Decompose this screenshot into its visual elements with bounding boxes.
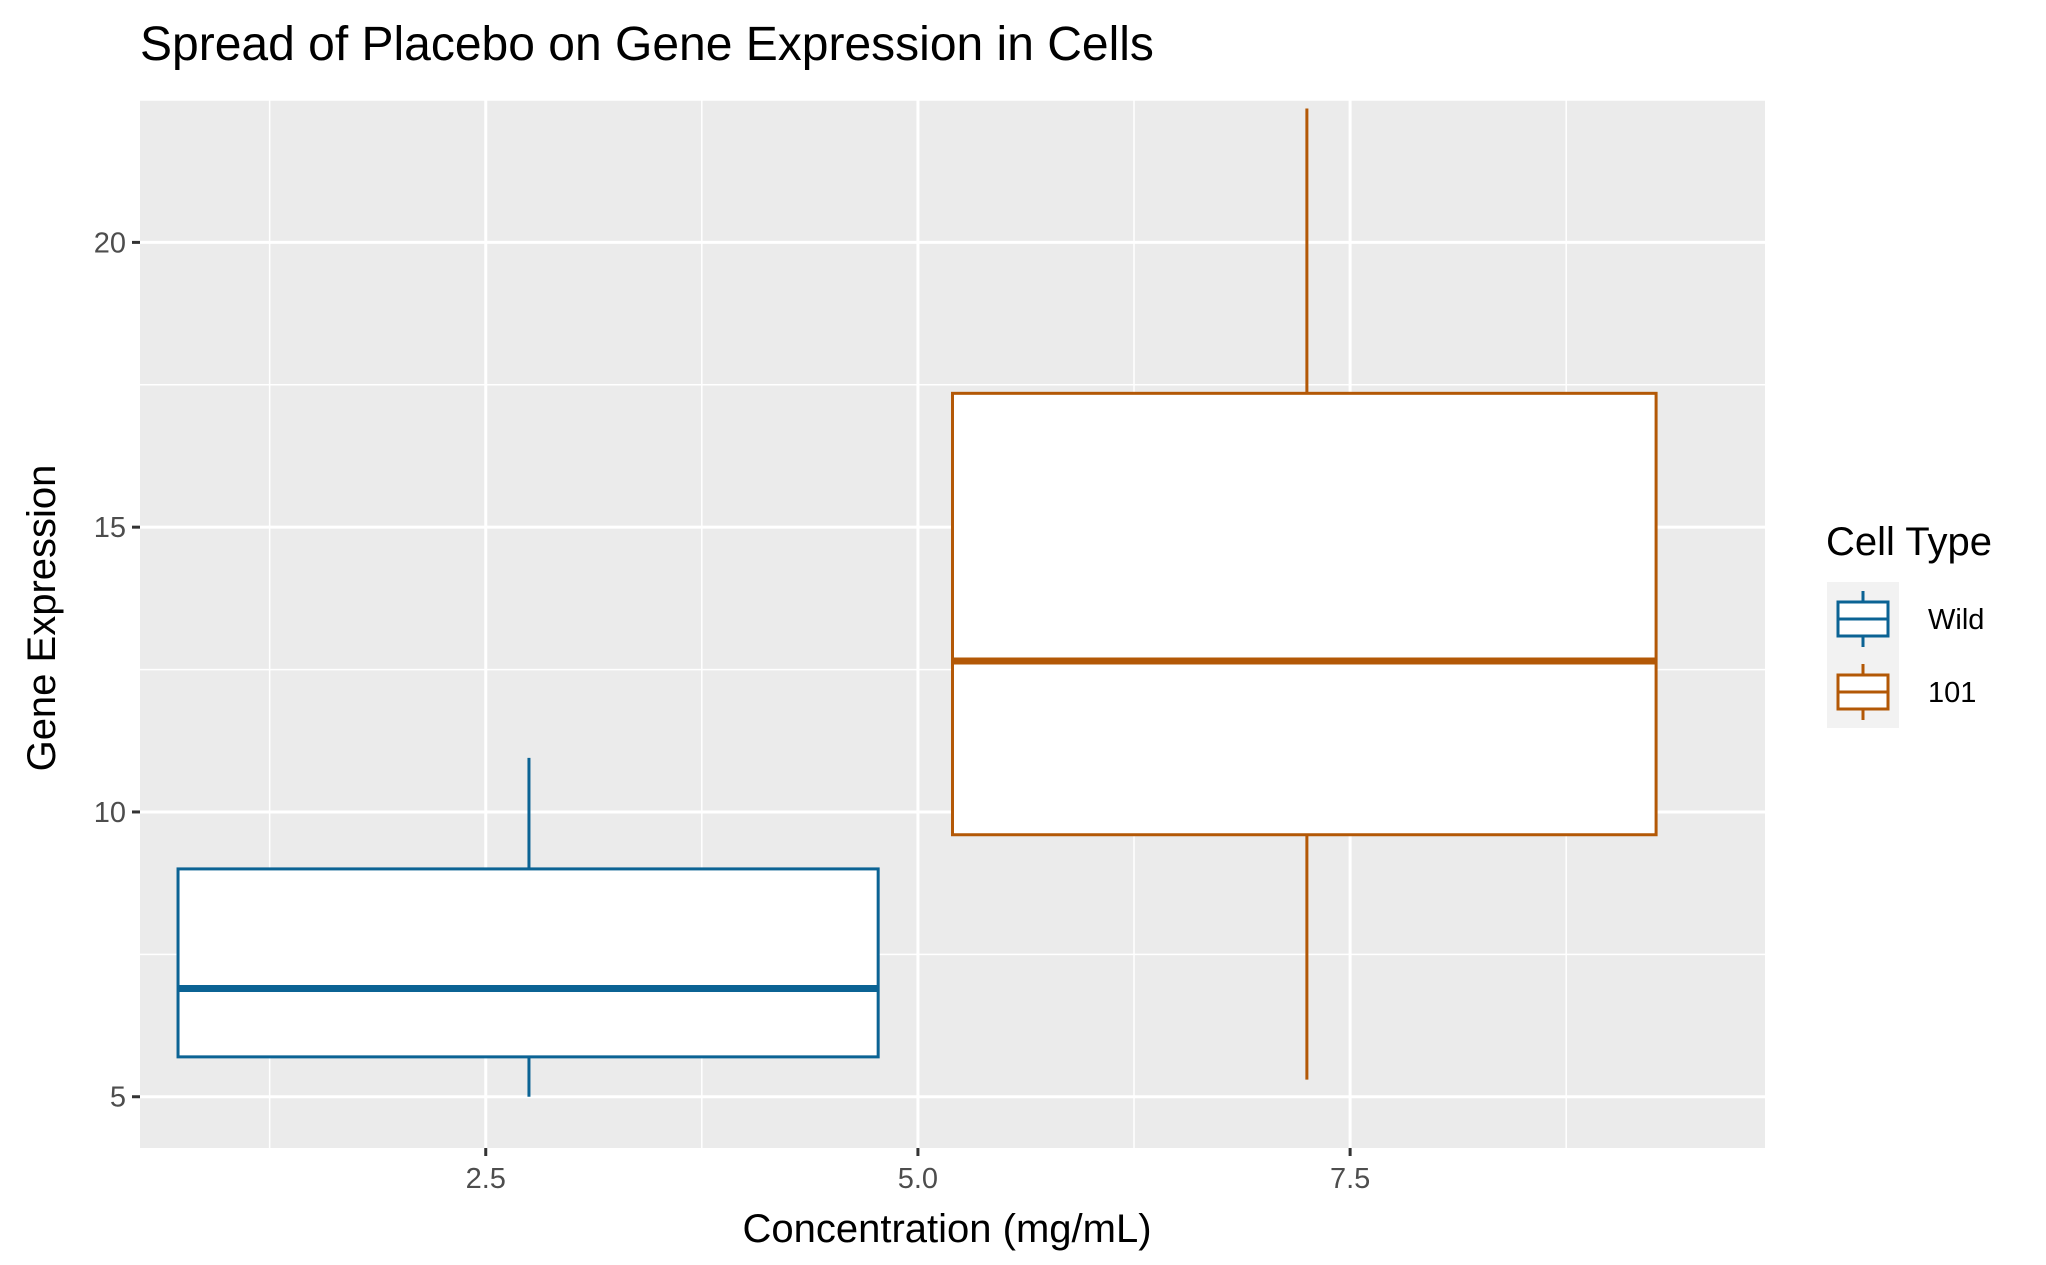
legend-title: Cell Type (1826, 520, 1992, 564)
box-wild (176, 757, 880, 1097)
legend: Cell Type Wild 101 (1826, 520, 1992, 728)
x-tick-label: 2.5 (466, 1163, 506, 1195)
box-series (176, 108, 1658, 1097)
y-axis: 5 10 15 20 (94, 227, 140, 1114)
legend-label: 101 (1928, 677, 1976, 709)
y-axis-title: Gene Expression (20, 465, 64, 772)
box-iqr (951, 391, 1658, 837)
legend-label: Wild (1928, 604, 1984, 636)
x-axis-title: Concentration (mg/mL) (742, 1207, 1151, 1251)
box-iqr (176, 867, 880, 1059)
box-101 (951, 108, 1658, 1080)
y-tick-label: 5 (110, 1082, 126, 1114)
legend-key-101 (1836, 664, 1890, 720)
chart-title: Spread of Placebo on Gene Expression in … (140, 18, 1154, 71)
x-tick-label: 7.5 (1330, 1163, 1370, 1195)
y-tick-label: 20 (94, 227, 126, 259)
y-tick-label: 10 (94, 797, 126, 829)
legend-key-wild (1836, 591, 1890, 647)
x-tick-label: 5.0 (898, 1163, 938, 1195)
x-axis: 2.5 5.0 7.5 (466, 1148, 1370, 1195)
y-tick-label: 15 (94, 512, 126, 544)
